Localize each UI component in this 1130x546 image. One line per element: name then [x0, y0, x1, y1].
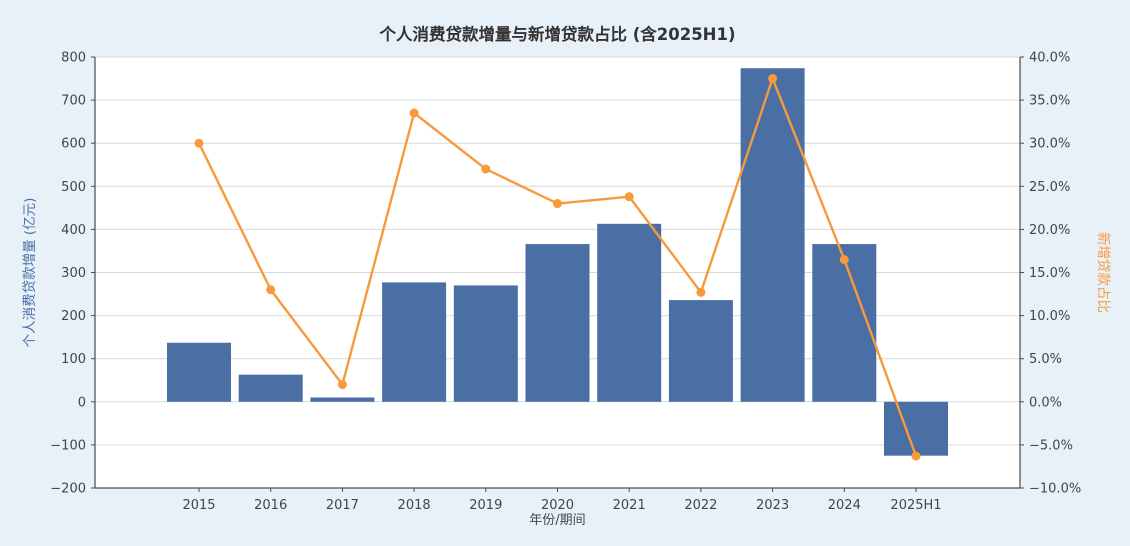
y-axis-tick-label-left: 700 [61, 94, 86, 109]
y-axis-tick-label-left: 0 [78, 395, 86, 410]
bar-2022 [668, 300, 733, 402]
y-axis-tick-label-right: 15.0% [1029, 266, 1070, 281]
y-axis-tick-label-left: −100 [50, 438, 86, 453]
bar-2023 [740, 68, 805, 402]
y-axis-tick-label-right: 25.0% [1029, 180, 1070, 195]
data-point-2023 [768, 74, 778, 84]
y-axis-label-right: 新增贷款占比 [1095, 232, 1111, 313]
data-point-2021 [624, 192, 634, 202]
data-point-2019 [481, 164, 491, 174]
x-axis-tick-label: 2025H1 [890, 498, 941, 513]
x-axis-tick-label: 2018 [398, 498, 431, 513]
y-axis-tick-label-right: 30.0% [1029, 137, 1070, 152]
data-point-2024 [839, 255, 849, 265]
bar-2021 [597, 223, 662, 402]
y-axis-tick-label-right: 35.0% [1029, 94, 1070, 109]
y-axis-tick-label-right: 0.0% [1029, 395, 1062, 410]
bar-2020 [525, 244, 590, 402]
data-point-2017 [337, 380, 347, 390]
x-axis-tick-label: 2023 [756, 498, 789, 513]
y-axis-tick-label-right: 10.0% [1029, 309, 1070, 324]
bar-2017 [310, 397, 375, 402]
y-axis-tick-label-right: −5.0% [1029, 438, 1073, 453]
y-axis-tick-label-left: 800 [61, 51, 86, 66]
data-point-2020 [553, 199, 562, 209]
x-axis-label: 年份/期间 [529, 513, 585, 528]
y-axis-tick-label-left: 500 [61, 180, 86, 195]
y-axis-label-left: 个人消费贷款增量 (亿元) [22, 198, 38, 348]
y-axis-tick-label-left: 600 [61, 137, 86, 152]
y-axis-tick-label-left: −200 [50, 482, 86, 497]
x-axis-tick-label: 2024 [828, 498, 861, 513]
bar-2019 [453, 285, 518, 402]
data-point-2015 [194, 138, 204, 148]
data-point-2022 [696, 287, 706, 297]
bar-2016 [238, 374, 303, 402]
data-point-2018 [409, 108, 419, 118]
bar-2018 [382, 282, 447, 402]
x-axis-tick-label: 2021 [613, 498, 646, 513]
y-axis-tick-label-right: −10.0% [1029, 482, 1081, 497]
data-point-2025H1 [911, 451, 921, 461]
x-axis-tick-label: 2016 [254, 498, 287, 513]
y-axis-tick-label-left: 300 [61, 266, 86, 281]
x-axis-tick-label: 2015 [182, 498, 215, 513]
chart-title: 个人消费贷款增量与新增贷款占比 (含2025H1) [378, 24, 735, 44]
bar-2025H1 [884, 401, 948, 456]
data-point-2016 [266, 285, 276, 295]
y-axis-tick-label-right: 20.0% [1029, 223, 1070, 238]
y-axis-tick-label-right: 40.0% [1029, 51, 1070, 66]
y-axis-tick-label-left: 400 [61, 223, 86, 238]
y-axis-tick-label-right: 5.0% [1029, 352, 1062, 367]
bar-2015 [167, 342, 231, 402]
bar-2024 [812, 244, 877, 402]
y-axis-tick-label-left: 100 [61, 352, 86, 367]
x-axis-tick-label: 2017 [326, 498, 359, 513]
x-axis-tick-label: 2019 [469, 498, 502, 513]
y-axis-tick-label-left: 200 [61, 309, 86, 324]
x-axis-tick-label: 2022 [684, 498, 717, 513]
x-axis-tick-label: 2020 [541, 498, 574, 513]
